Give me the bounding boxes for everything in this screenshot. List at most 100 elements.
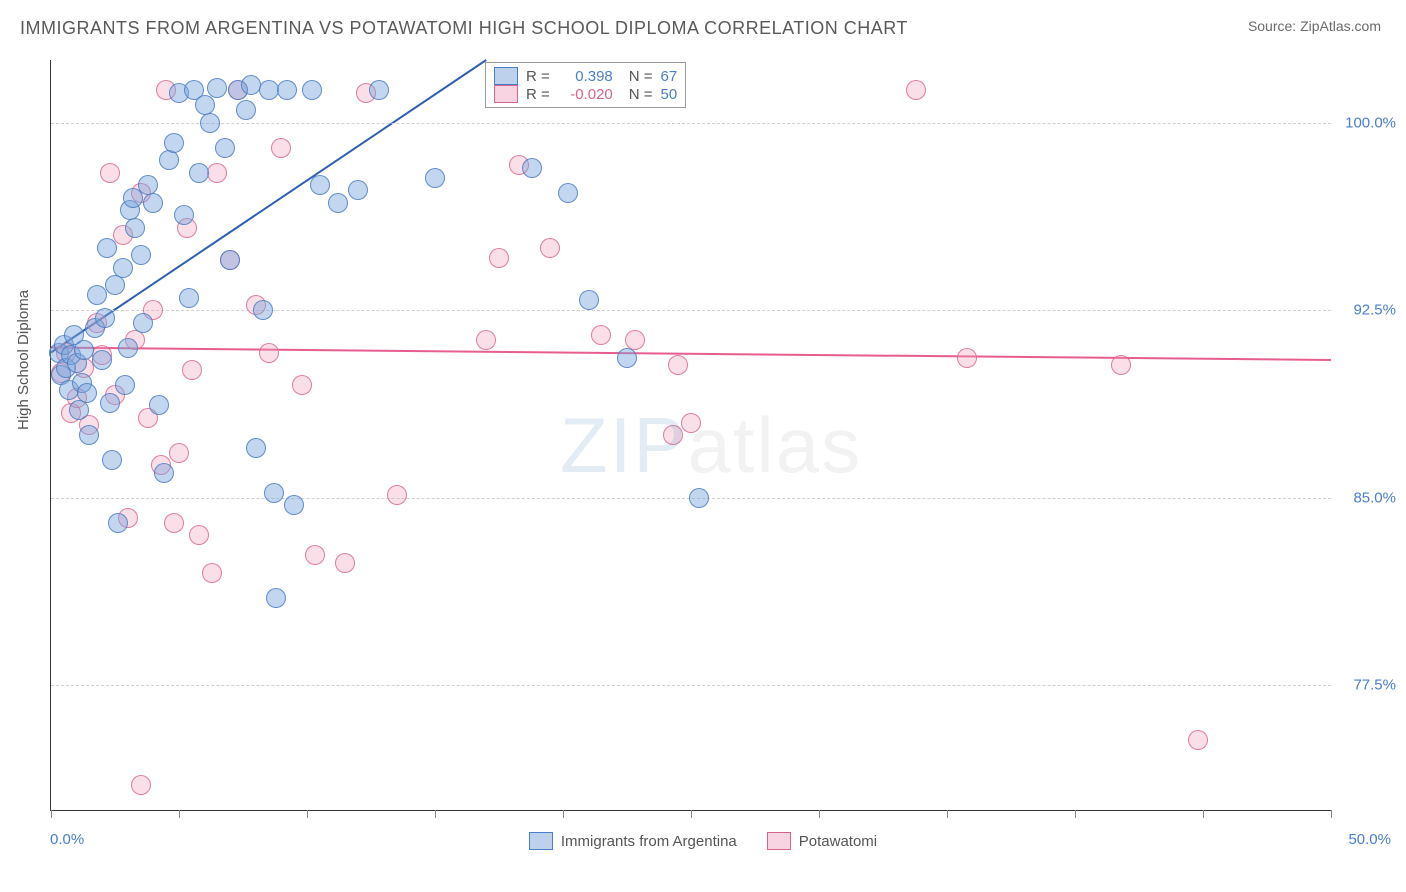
point-argentina (174, 205, 194, 225)
point-argentina (266, 588, 286, 608)
x-tick (819, 810, 820, 818)
point-argentina (115, 375, 135, 395)
point-argentina (100, 393, 120, 413)
point-argentina (425, 168, 445, 188)
r-value-blue: 0.398 (558, 68, 613, 85)
point-potawatomi (663, 425, 683, 445)
x-axis-max-label: 50.0% (1348, 831, 1391, 848)
x-tick (435, 810, 436, 818)
x-tick (1075, 810, 1076, 818)
y-tick-label: 92.5% (1353, 302, 1396, 319)
point-potawatomi (591, 325, 611, 345)
x-tick (179, 810, 180, 818)
point-potawatomi (1111, 355, 1131, 375)
point-potawatomi (1188, 730, 1208, 750)
y-tick-label: 100.0% (1345, 114, 1396, 131)
trendline-potawatomi (51, 348, 1331, 361)
point-argentina (522, 158, 542, 178)
point-potawatomi (207, 163, 227, 183)
legend-item-argentina: Immigrants from Argentina (529, 832, 737, 850)
point-argentina (617, 348, 637, 368)
swatch-pink-icon (767, 832, 791, 850)
point-argentina (74, 340, 94, 360)
x-tick (51, 810, 52, 818)
point-potawatomi (292, 375, 312, 395)
point-argentina (246, 438, 266, 458)
point-potawatomi (957, 348, 977, 368)
point-potawatomi (540, 238, 560, 258)
n-label: N = (629, 86, 653, 103)
point-potawatomi (169, 443, 189, 463)
point-argentina (579, 290, 599, 310)
point-potawatomi (189, 525, 209, 545)
swatch-blue-icon (494, 67, 518, 85)
point-argentina (92, 350, 112, 370)
point-argentina (558, 183, 578, 203)
point-argentina (179, 288, 199, 308)
legend-row-blue: R = 0.398 N = 67 (494, 67, 677, 85)
point-argentina (207, 78, 227, 98)
gridline-h (51, 123, 1331, 124)
point-potawatomi (164, 513, 184, 533)
swatch-blue-icon (529, 832, 553, 850)
point-argentina (125, 218, 145, 238)
y-tick-label: 77.5% (1353, 677, 1396, 694)
source-label: Source: (1248, 18, 1300, 34)
point-potawatomi (182, 360, 202, 380)
point-potawatomi (906, 80, 926, 100)
point-potawatomi (476, 330, 496, 350)
legend-row-pink: R = -0.020 N = 50 (494, 85, 677, 103)
point-argentina (149, 395, 169, 415)
x-tick (1331, 810, 1332, 818)
r-label: R = (526, 86, 550, 103)
point-argentina (77, 383, 97, 403)
gridline-h (51, 685, 1331, 686)
legend-label: Potawatomi (799, 833, 877, 850)
point-argentina (97, 238, 117, 258)
x-tick (691, 810, 692, 818)
point-argentina (220, 250, 240, 270)
point-argentina (277, 80, 297, 100)
point-argentina (105, 275, 125, 295)
x-tick (1203, 810, 1204, 818)
source-attribution: Source: ZipAtlas.com (1248, 18, 1381, 34)
point-potawatomi (259, 343, 279, 363)
point-argentina (328, 193, 348, 213)
point-potawatomi (305, 545, 325, 565)
chart-title: IMMIGRANTS FROM ARGENTINA VS POTAWATOMI … (20, 18, 908, 39)
n-value-blue: 67 (661, 68, 678, 85)
point-potawatomi (489, 248, 509, 268)
point-argentina (143, 193, 163, 213)
point-argentina (113, 258, 133, 278)
point-argentina (79, 425, 99, 445)
scatter-plot-area: 77.5%85.0%92.5%100.0% (50, 60, 1331, 811)
point-argentina (215, 138, 235, 158)
point-argentina (302, 80, 322, 100)
point-potawatomi (131, 775, 151, 795)
r-label: R = (526, 68, 550, 85)
point-potawatomi (271, 138, 291, 158)
point-argentina (236, 100, 256, 120)
trend-lines-svg (51, 60, 1331, 810)
point-argentina (159, 150, 179, 170)
point-potawatomi (202, 563, 222, 583)
point-argentina (69, 400, 89, 420)
point-potawatomi (668, 355, 688, 375)
point-potawatomi (681, 413, 701, 433)
point-argentina (133, 313, 153, 333)
point-argentina (253, 300, 273, 320)
point-argentina (310, 175, 330, 195)
x-tick (307, 810, 308, 818)
source-name: ZipAtlas.com (1300, 18, 1381, 34)
point-argentina (200, 113, 220, 133)
point-argentina (189, 163, 209, 183)
legend-item-potawatomi: Potawatomi (767, 832, 877, 850)
x-axis-min-label: 0.0% (50, 831, 84, 848)
point-potawatomi (335, 553, 355, 573)
point-argentina (369, 80, 389, 100)
point-argentina (348, 180, 368, 200)
point-argentina (131, 245, 151, 265)
point-argentina (87, 285, 107, 305)
x-tick (563, 810, 564, 818)
point-argentina (284, 495, 304, 515)
